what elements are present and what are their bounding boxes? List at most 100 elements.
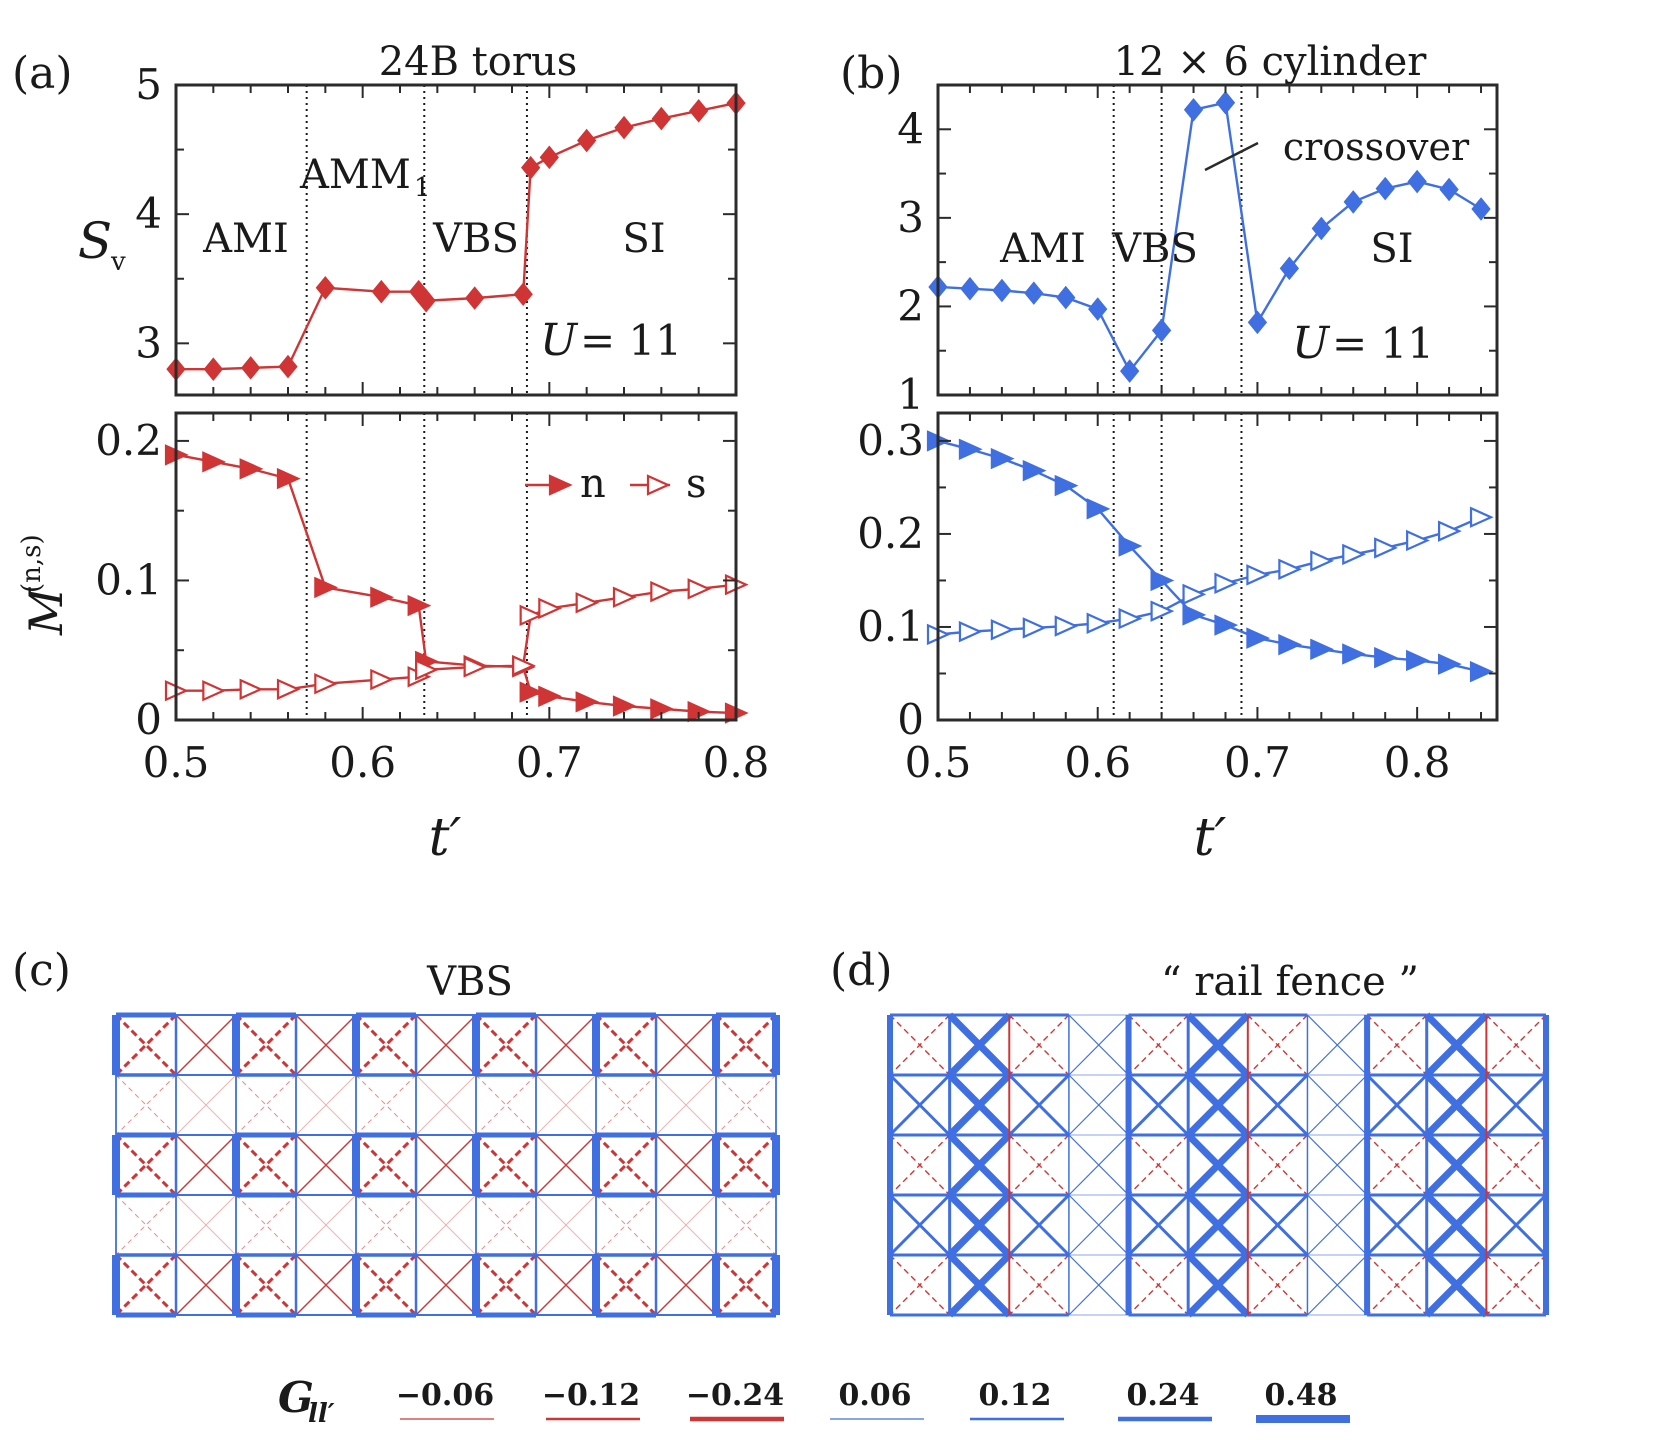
bond-diagonal <box>1307 1074 1368 1136</box>
ylabel-m-sup: (n,s) <box>17 534 47 593</box>
data-point-sv <box>241 356 261 380</box>
data-point-sv <box>416 288 436 313</box>
y-tick-label: 5 <box>135 60 162 109</box>
plot-frame <box>174 83 738 397</box>
bond-diagonal <box>1424 1192 1489 1258</box>
bond-diagonal <box>1485 1073 1548 1137</box>
y-tick-label: 0.1 <box>857 602 924 651</box>
data-point-s <box>1022 617 1047 639</box>
legend-label-n: n <box>580 461 606 507</box>
data-point-s <box>314 673 339 695</box>
data-point-sv <box>689 99 709 123</box>
y-tick-label: 0 <box>897 695 924 744</box>
bond-diagonal <box>234 1133 298 1197</box>
data-point-n <box>538 685 563 707</box>
data-point-s <box>202 679 227 702</box>
bond-diagonal <box>175 1254 237 1316</box>
bond-diagonal <box>415 1254 477 1316</box>
data-point-n <box>314 576 339 599</box>
bond-diagonal <box>1424 1012 1489 1078</box>
data-point-n <box>407 594 432 617</box>
bond-diagonal <box>474 1013 538 1077</box>
data-point-n <box>1342 643 1366 665</box>
annotation-u: U <box>540 315 579 366</box>
data-point-sv <box>1183 98 1204 122</box>
bond-diagonal <box>234 1013 298 1077</box>
data-point-n <box>1310 638 1334 660</box>
x-tick-label: 0.5 <box>905 738 972 787</box>
bond-diagonal <box>1185 1132 1251 1198</box>
data-point-sv <box>992 278 1012 303</box>
y-tick-label: 3 <box>897 193 924 242</box>
data-point-n <box>1246 627 1271 649</box>
y-tick-label: 2 <box>897 281 924 330</box>
bond-diagonal <box>594 1013 658 1077</box>
bond-diagonal <box>1127 1073 1190 1137</box>
y-tick-label: 0 <box>135 695 162 744</box>
bond-diagonal <box>655 1014 717 1076</box>
data-point-n <box>202 451 227 473</box>
bond-diagonal <box>535 1014 597 1076</box>
bond-diagonal <box>354 1133 418 1197</box>
bond-diagonal <box>889 1014 951 1076</box>
panel-label-a: (a) <box>12 48 73 99</box>
data-point-n <box>370 586 395 608</box>
bond-diagonal <box>415 1194 477 1256</box>
bond-diagonal <box>1128 1014 1189 1076</box>
bond-diagonal <box>594 1133 658 1197</box>
data-point-sv <box>651 106 671 131</box>
data-point-n <box>958 438 983 460</box>
data-point-s <box>1469 506 1494 528</box>
bond-diagonal <box>1008 1073 1070 1137</box>
lattice-layer <box>112 1012 1549 1318</box>
data-point-s <box>650 580 675 603</box>
plot-frame <box>174 411 738 722</box>
bond-diagonal <box>594 1013 658 1077</box>
bond-diagonal <box>1008 1134 1070 1196</box>
bond-diagonal <box>354 1253 418 1317</box>
bond-diagonal <box>1307 1194 1368 1256</box>
data-point-sv <box>1375 176 1395 201</box>
data-point-n <box>1086 498 1111 520</box>
bond-diagonal <box>474 1253 538 1317</box>
data-point-sv <box>1311 216 1331 241</box>
series-line-n <box>937 439 1482 673</box>
legend-label-s: s <box>686 461 707 507</box>
bond-diagonal <box>714 1013 778 1077</box>
chart-title-b: 12 × 6 cylinder <box>1114 39 1428 85</box>
bond-diagonal <box>1185 1252 1251 1318</box>
data-point-s <box>958 620 983 643</box>
data-point-sv <box>371 279 391 304</box>
bond-diagonal <box>714 1253 778 1317</box>
bond-diagonal <box>1307 1014 1368 1076</box>
x-tick-label: 0.6 <box>329 738 396 787</box>
phase-label-vbs: VBS <box>432 216 519 262</box>
bond-diagonal <box>295 1014 357 1076</box>
plot-b_top: 1 2 3 4 AMI VBS SI crossover U = 11 <box>897 83 1499 419</box>
data-point-sv <box>577 128 597 153</box>
bond-diagonal <box>1485 1014 1547 1076</box>
bond-diagonal <box>594 1253 658 1317</box>
bond-diagonal <box>234 1253 298 1317</box>
bond-diagonal <box>295 1194 357 1256</box>
data-point-s <box>1310 550 1334 572</box>
bond-diagonal <box>1246 1193 1309 1257</box>
data-point-sv <box>1056 285 1076 310</box>
data-point-s <box>1086 612 1111 634</box>
bond-diagonal <box>889 1254 951 1316</box>
y-tick-label: 0.3 <box>857 416 924 465</box>
data-point-s <box>1150 600 1175 622</box>
y-tick-label: 4 <box>135 189 162 238</box>
legend-marker-s <box>646 474 671 496</box>
bond-diagonal <box>234 1253 298 1317</box>
xlabel-t: t′ <box>1194 808 1227 868</box>
bond-diagonal <box>1246 1073 1309 1137</box>
bond-legend-label: 0.24 <box>1126 1378 1199 1413</box>
lattice-railfence <box>887 1012 1549 1318</box>
bond-diagonal <box>114 1133 178 1197</box>
bond-diagonal <box>1068 1194 1129 1256</box>
plot-frame <box>936 83 1499 397</box>
bond-diagonal <box>1307 1254 1368 1316</box>
